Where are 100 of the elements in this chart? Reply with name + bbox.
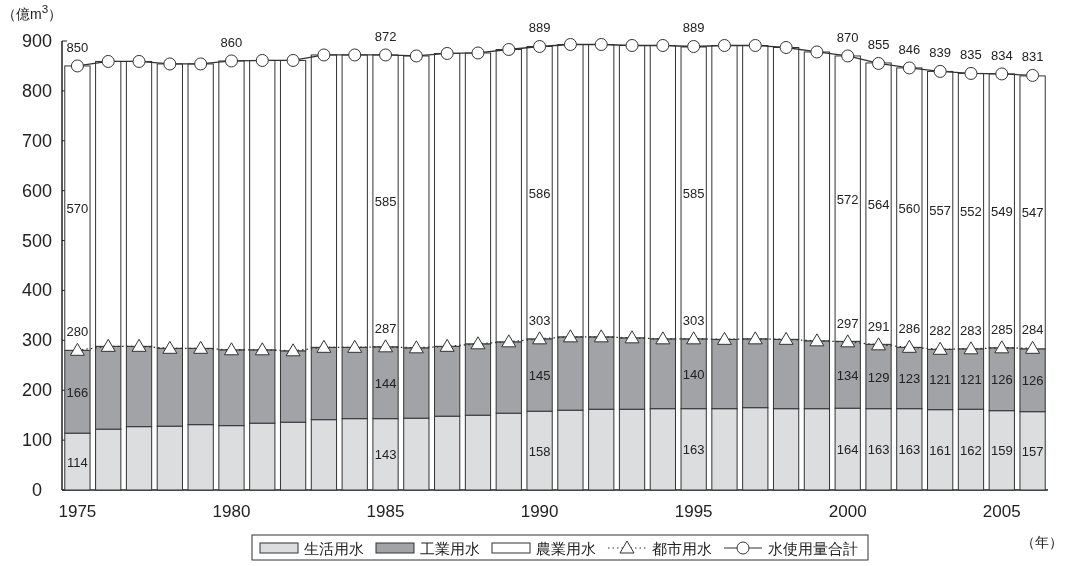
point [810,45,824,59]
point [286,53,300,67]
data-label: 570 [66,201,89,217]
data-label: 163 [867,442,890,458]
point [470,336,486,350]
point [255,53,269,67]
data-label: 291 [867,318,890,334]
point [100,338,116,352]
point [655,331,671,345]
point [747,331,763,345]
point [717,38,731,52]
data-label: 835 [960,47,982,63]
data-label: 870 [836,29,859,45]
data-label: 564 [867,196,890,212]
data-label: 126 [990,372,1013,388]
data-label: 143 [374,447,397,463]
legend-label: 都市用水 [652,540,712,557]
data-label: 157 [1021,443,1044,459]
point [624,330,640,344]
data-label: 284 [1021,322,1044,338]
point [963,341,979,355]
point [317,48,331,62]
data-label: 166 [66,384,89,400]
point [779,40,793,54]
y-axis-title: （億m$^{3}$） [2,2,63,24]
data-label: 834 [990,47,1013,63]
data-label: 287 [374,320,397,336]
point [994,340,1010,354]
point [625,38,639,52]
legend-label: 生活用水 [304,540,364,557]
x-tick-label: 1995 [674,502,713,521]
y-tick-label: 0 [31,480,43,500]
point [224,54,238,68]
data-label: 145 [528,368,551,384]
point [254,342,270,356]
data-label: 889 [682,20,705,36]
data-label: 552 [960,204,982,220]
data-label: 158 [528,443,551,459]
point [316,339,332,353]
x-tick-label: 1980 [212,502,251,521]
y-tick-label: 800 [21,80,53,101]
point [101,54,115,68]
data-label: 585 [682,185,705,201]
data-label: 303 [528,312,551,328]
point [933,64,947,78]
legend-label: 工業用水 [420,540,480,557]
point [686,331,702,345]
y-tick-label: 200 [21,380,53,401]
data-label: 872 [374,28,397,44]
data-label: 161 [929,442,952,458]
point [1026,68,1040,82]
data-label: 163 [682,442,705,458]
y-tick-label: 300 [21,330,53,351]
data-label: 121 [929,372,952,388]
point [995,67,1009,81]
data-label: 846 [898,41,921,57]
point [1025,340,1041,354]
data-label: 831 [1021,49,1044,65]
data-label: 572 [836,191,859,207]
point [901,339,917,353]
point [223,342,239,356]
data-label: 285 [990,321,1013,337]
point [439,338,455,352]
data-label: 162 [960,442,982,458]
point [563,37,577,51]
y-tick-label: 400 [21,280,53,301]
data-label: 586 [528,185,551,201]
data-label: 283 [960,322,982,338]
data-label: 557 [929,203,952,219]
data-label: 549 [990,203,1013,219]
data-label: 280 [66,324,89,340]
data-label: 144 [374,375,397,391]
legend-label: 農業用水 [536,540,596,557]
point [70,59,84,73]
data-label: 140 [682,366,705,382]
data-label: 860 [220,34,243,50]
point [841,49,855,63]
data-label: 889 [528,20,551,36]
data-label: 129 [867,369,890,385]
point [809,333,825,347]
x-tick-label: 1975 [58,502,97,521]
data-label: 126 [1021,373,1044,389]
data-label: 159 [990,443,1013,459]
point [131,338,147,352]
point [716,331,732,345]
point [902,61,916,75]
point [163,57,177,71]
x-tick-label: 2005 [982,502,1021,521]
point [748,38,762,52]
point [379,48,393,62]
y-tick-label: 500 [21,230,53,251]
data-label: 163 [898,442,921,458]
point [964,66,978,80]
data-label: 547 [1021,205,1044,221]
x-tick-label: 1985 [366,502,405,521]
point [872,56,886,70]
y-tick-label: 700 [21,130,53,151]
point [502,42,516,56]
point [471,46,485,60]
data-label: 297 [836,315,859,331]
